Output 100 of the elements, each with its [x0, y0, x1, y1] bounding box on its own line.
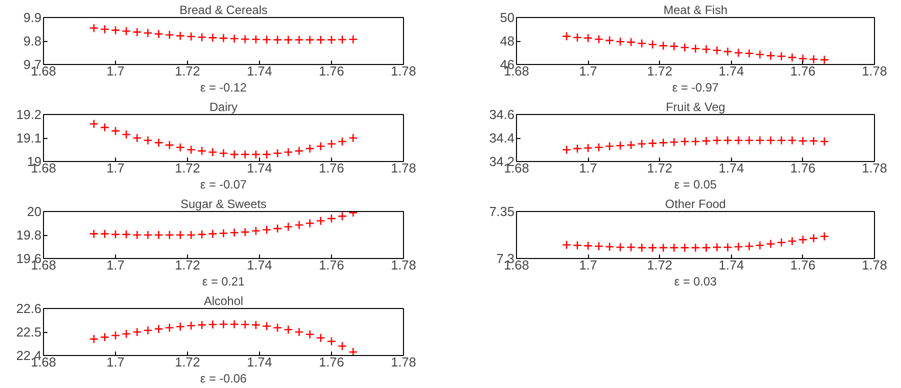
- point: [712, 136, 722, 145]
- point: [305, 330, 315, 339]
- x-tick-label: 1.74: [718, 258, 744, 272]
- chart-title: Alcohol: [204, 294, 244, 308]
- point: [100, 229, 110, 238]
- point: [723, 136, 732, 145]
- x-tick-label: 1.72: [174, 258, 200, 272]
- y-tick-label: 19.1: [16, 130, 42, 146]
- point: [251, 150, 261, 160]
- x-tick-label: 1.7: [579, 258, 598, 272]
- point: [648, 40, 658, 50]
- x-tick-label: 1.76: [318, 354, 344, 370]
- point: [197, 146, 207, 156]
- point: [284, 147, 293, 157]
- point: [798, 136, 808, 146]
- point: [132, 230, 142, 240]
- point: [594, 34, 604, 44]
- point: [348, 347, 358, 356]
- x-tick-label: 1.78: [390, 258, 416, 272]
- point: [776, 136, 786, 145]
- point: [164, 140, 174, 150]
- point: [251, 34, 261, 44]
- point: [776, 238, 786, 248]
- point: [338, 136, 347, 146]
- point: [176, 230, 185, 240]
- point: [702, 44, 711, 54]
- point: [808, 54, 818, 64]
- x-tick-label: 1.76: [790, 160, 816, 176]
- x-axis-title: ε = 0.05: [674, 178, 718, 192]
- point: [348, 34, 358, 44]
- x-tick-label: 1.78: [390, 354, 416, 370]
- point: [734, 48, 744, 58]
- point: [316, 216, 326, 226]
- x-tick-label: 1.76: [790, 64, 816, 78]
- x-tick-label: 1.7: [106, 258, 125, 272]
- point: [680, 42, 690, 52]
- point: [305, 35, 315, 44]
- chart-title: Sugar & Sweets: [180, 197, 267, 211]
- point: [562, 145, 572, 154]
- x-tick-label: 1.7: [106, 160, 125, 176]
- x-tick-label: 1.72: [174, 354, 200, 370]
- point: [594, 242, 604, 251]
- x-tick-label: 1.74: [246, 160, 272, 176]
- point: [284, 325, 293, 334]
- point: [89, 23, 99, 33]
- point: [326, 214, 336, 224]
- point: [712, 46, 722, 56]
- point: [262, 321, 272, 331]
- point: [251, 226, 261, 236]
- point: [230, 228, 239, 238]
- point: [197, 320, 207, 330]
- point: [230, 320, 239, 329]
- point: [562, 32, 572, 41]
- x-tick-label: 1.78: [862, 160, 888, 176]
- x-axis-title: ε = -0.97: [672, 80, 720, 94]
- point: [208, 229, 218, 238]
- x-tick-label: 1.74: [718, 64, 744, 78]
- chart-title: Fruit & Veg: [666, 100, 726, 114]
- point: [338, 34, 347, 44]
- point: [648, 138, 658, 148]
- point: [690, 44, 700, 54]
- x-tick-label: 1.7: [106, 64, 125, 78]
- point: [240, 227, 250, 237]
- point: [164, 30, 174, 40]
- x-tick-label: 1.74: [718, 160, 744, 176]
- point: [294, 327, 304, 337]
- point: [637, 243, 646, 252]
- x-tick-label: 1.76: [318, 160, 344, 176]
- x-tick-label: 1.72: [647, 258, 672, 272]
- point: [186, 321, 196, 330]
- point: [755, 240, 765, 250]
- point: [572, 144, 582, 154]
- chart-title: Bread & Cereals: [179, 3, 268, 17]
- point: [604, 242, 614, 252]
- point: [658, 41, 668, 50]
- point: [616, 242, 625, 252]
- point: [690, 243, 700, 252]
- point: [218, 228, 228, 238]
- point: [316, 35, 326, 44]
- point: [723, 242, 732, 252]
- point: [626, 38, 636, 47]
- point: [305, 218, 315, 228]
- point: [143, 136, 153, 145]
- point: [176, 142, 185, 152]
- point: [110, 330, 120, 340]
- x-axis-title: ε = 0.03: [674, 274, 718, 288]
- x-tick-label: 1.78: [862, 64, 888, 78]
- point: [110, 126, 120, 136]
- x-tick-label: 1.72: [647, 160, 672, 176]
- point: [572, 240, 582, 250]
- x-tick-label: 1.74: [246, 64, 272, 78]
- point: [562, 240, 572, 250]
- point: [572, 32, 582, 42]
- y-tick-label: 34.6: [489, 107, 515, 122]
- x-tick-label: 1.76: [318, 258, 344, 272]
- point: [164, 323, 174, 332]
- point: [89, 229, 99, 238]
- point: [326, 35, 336, 44]
- point: [766, 239, 776, 249]
- point: [154, 138, 164, 148]
